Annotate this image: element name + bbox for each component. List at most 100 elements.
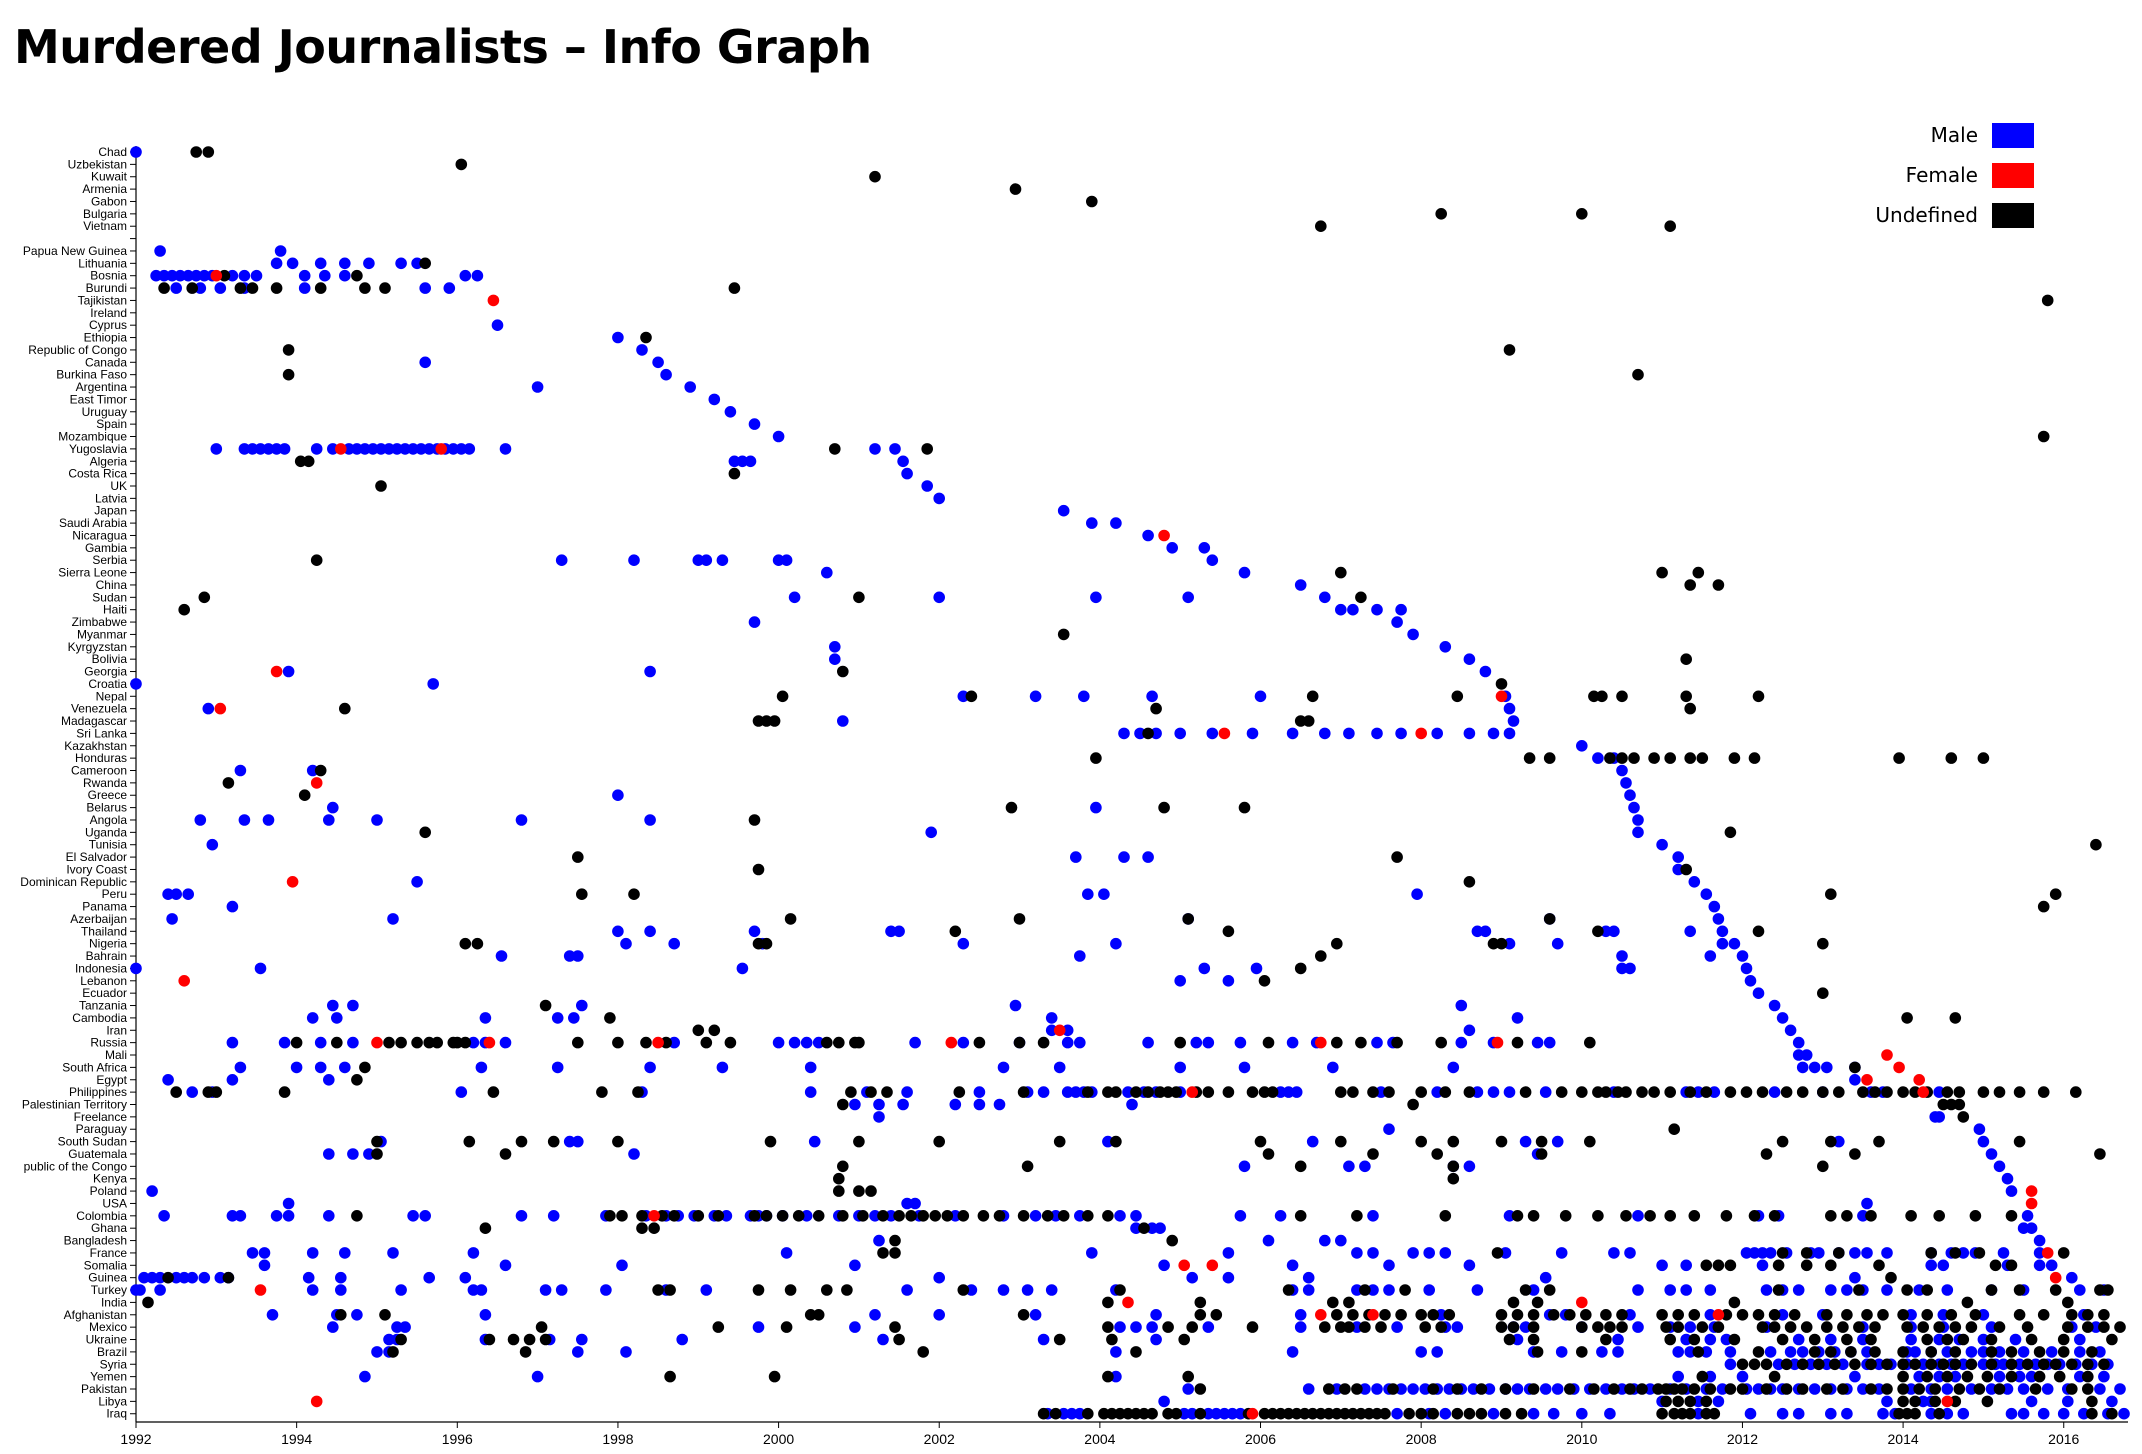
data-point-undefined	[1166, 1234, 1178, 1247]
data-point-male	[146, 1185, 158, 1197]
data-point-male	[335, 1284, 347, 1296]
data-point-undefined	[1668, 1123, 1680, 1135]
data-point-male	[1941, 1383, 1954, 1395]
data-point-male	[1861, 1247, 1873, 1259]
data-point-female	[1178, 1259, 1190, 1272]
data-point-undefined	[2013, 1309, 2026, 1321]
data-point-undefined	[768, 715, 781, 727]
data-point-undefined	[1776, 1247, 1789, 1259]
data-point-undefined	[905, 1210, 917, 1222]
data-point-male	[2057, 1407, 2070, 1420]
data-point-male	[1503, 1210, 1516, 1222]
data-point-undefined	[1760, 1383, 1773, 1395]
data-point-undefined	[708, 1024, 721, 1037]
data-point-undefined	[1222, 925, 1235, 938]
data-point-undefined	[1684, 579, 1696, 591]
data-point-male	[1174, 1061, 1186, 1074]
data-point-undefined	[1182, 913, 1194, 925]
x-tick-label: 2016	[2048, 1431, 2079, 1447]
data-point-undefined	[1331, 937, 1343, 950]
data-point-male	[343, 443, 355, 455]
data-point-male	[1037, 1086, 1050, 1098]
data-point-male	[869, 1210, 881, 1222]
data-point-undefined	[929, 1210, 941, 1222]
y-tick-label: East Timor	[70, 392, 127, 406]
data-point-male	[1029, 1309, 1042, 1321]
data-point-male	[1186, 1407, 1198, 1420]
data-point-undefined	[1921, 1370, 1933, 1383]
data-point-male	[387, 913, 399, 925]
data-point-undefined	[1736, 1309, 1749, 1321]
data-point-undefined	[471, 937, 484, 950]
y-tick-label: Uzbekistan	[68, 157, 127, 171]
data-point-male	[2074, 1370, 2086, 1383]
data-point-undefined	[1833, 1247, 1845, 1259]
data-point-male	[1371, 1383, 1383, 1395]
data-point-undefined	[1102, 1370, 1114, 1383]
data-point-undefined	[1182, 1370, 1194, 1383]
data-point-male	[1431, 1346, 1443, 1358]
data-point-undefined	[1543, 1284, 1556, 1296]
data-point-male	[1632, 826, 1644, 839]
data-point-female	[1315, 1309, 1327, 1321]
y-tick-label: USA	[102, 1196, 127, 1210]
y-tick-label: Mexico	[89, 1320, 127, 1334]
data-point-male	[1849, 1370, 1861, 1383]
data-point-male	[644, 665, 656, 678]
data-point-undefined	[1262, 1036, 1275, 1049]
data-point-male	[130, 962, 142, 975]
data-point-undefined	[1965, 1321, 1978, 1333]
data-point-undefined	[1005, 801, 1018, 814]
data-point-male	[1688, 876, 1701, 888]
data-point-male	[1150, 727, 1162, 740]
y-tick-label: public of the Congo	[24, 1159, 128, 1173]
data-point-male	[339, 1061, 351, 1074]
data-point-undefined	[1102, 1210, 1114, 1222]
data-point-undefined	[335, 1309, 347, 1321]
data-point-undefined	[1841, 1210, 1853, 1222]
data-point-male	[2005, 1407, 2018, 1420]
data-point-male	[531, 381, 544, 393]
data-point-undefined	[1439, 1086, 1452, 1098]
data-point-male	[748, 616, 761, 628]
data-point-female	[1053, 1024, 1066, 1037]
data-point-undefined	[1756, 1086, 1769, 1098]
data-point-female	[1495, 690, 1508, 703]
y-tick-label: Palestinian Territory	[22, 1097, 127, 1111]
data-point-male	[684, 381, 696, 393]
data-point-male	[1957, 1247, 1970, 1259]
y-tick-label: Guatemala	[68, 1147, 127, 1161]
data-point-male	[1748, 1247, 1761, 1259]
data-point-male	[2001, 1383, 2014, 1395]
data-point-male	[1383, 1259, 1395, 1272]
data-point-male	[1917, 1358, 1929, 1371]
y-tick-label: Yemen	[90, 1370, 127, 1384]
data-point-undefined	[1985, 1284, 1998, 1296]
data-point-undefined	[1053, 1333, 1066, 1346]
data-point-male	[2033, 1259, 2046, 1272]
data-point-male	[1857, 1383, 1869, 1395]
data-point-undefined	[2013, 1086, 2026, 1098]
data-point-undefined	[1837, 1321, 1849, 1333]
y-tick-label: Ethiopia	[84, 331, 128, 345]
data-point-undefined	[1768, 1309, 1781, 1321]
data-point-male	[1997, 1247, 2010, 1259]
data-point-male	[1351, 1321, 1363, 1333]
data-point-male	[1861, 1346, 1873, 1358]
data-point-male	[1507, 715, 1520, 727]
data-point-male	[1833, 1135, 1845, 1148]
data-point-male	[668, 1036, 680, 1049]
data-point-undefined	[1616, 1309, 1628, 1321]
data-point-male	[1274, 1210, 1287, 1222]
data-point-undefined	[1825, 1210, 1837, 1222]
data-point-male	[885, 925, 897, 938]
data-point-male	[563, 1135, 576, 1148]
data-point-male	[901, 1086, 913, 1098]
data-point-undefined	[158, 282, 170, 294]
data-point-undefined	[1841, 1309, 1853, 1321]
data-point-undefined	[2062, 1321, 2074, 1333]
data-point-undefined	[752, 937, 765, 950]
data-point-undefined	[1989, 1259, 2002, 1272]
data-point-male	[2021, 1210, 2034, 1222]
data-point-male	[1250, 962, 1263, 975]
